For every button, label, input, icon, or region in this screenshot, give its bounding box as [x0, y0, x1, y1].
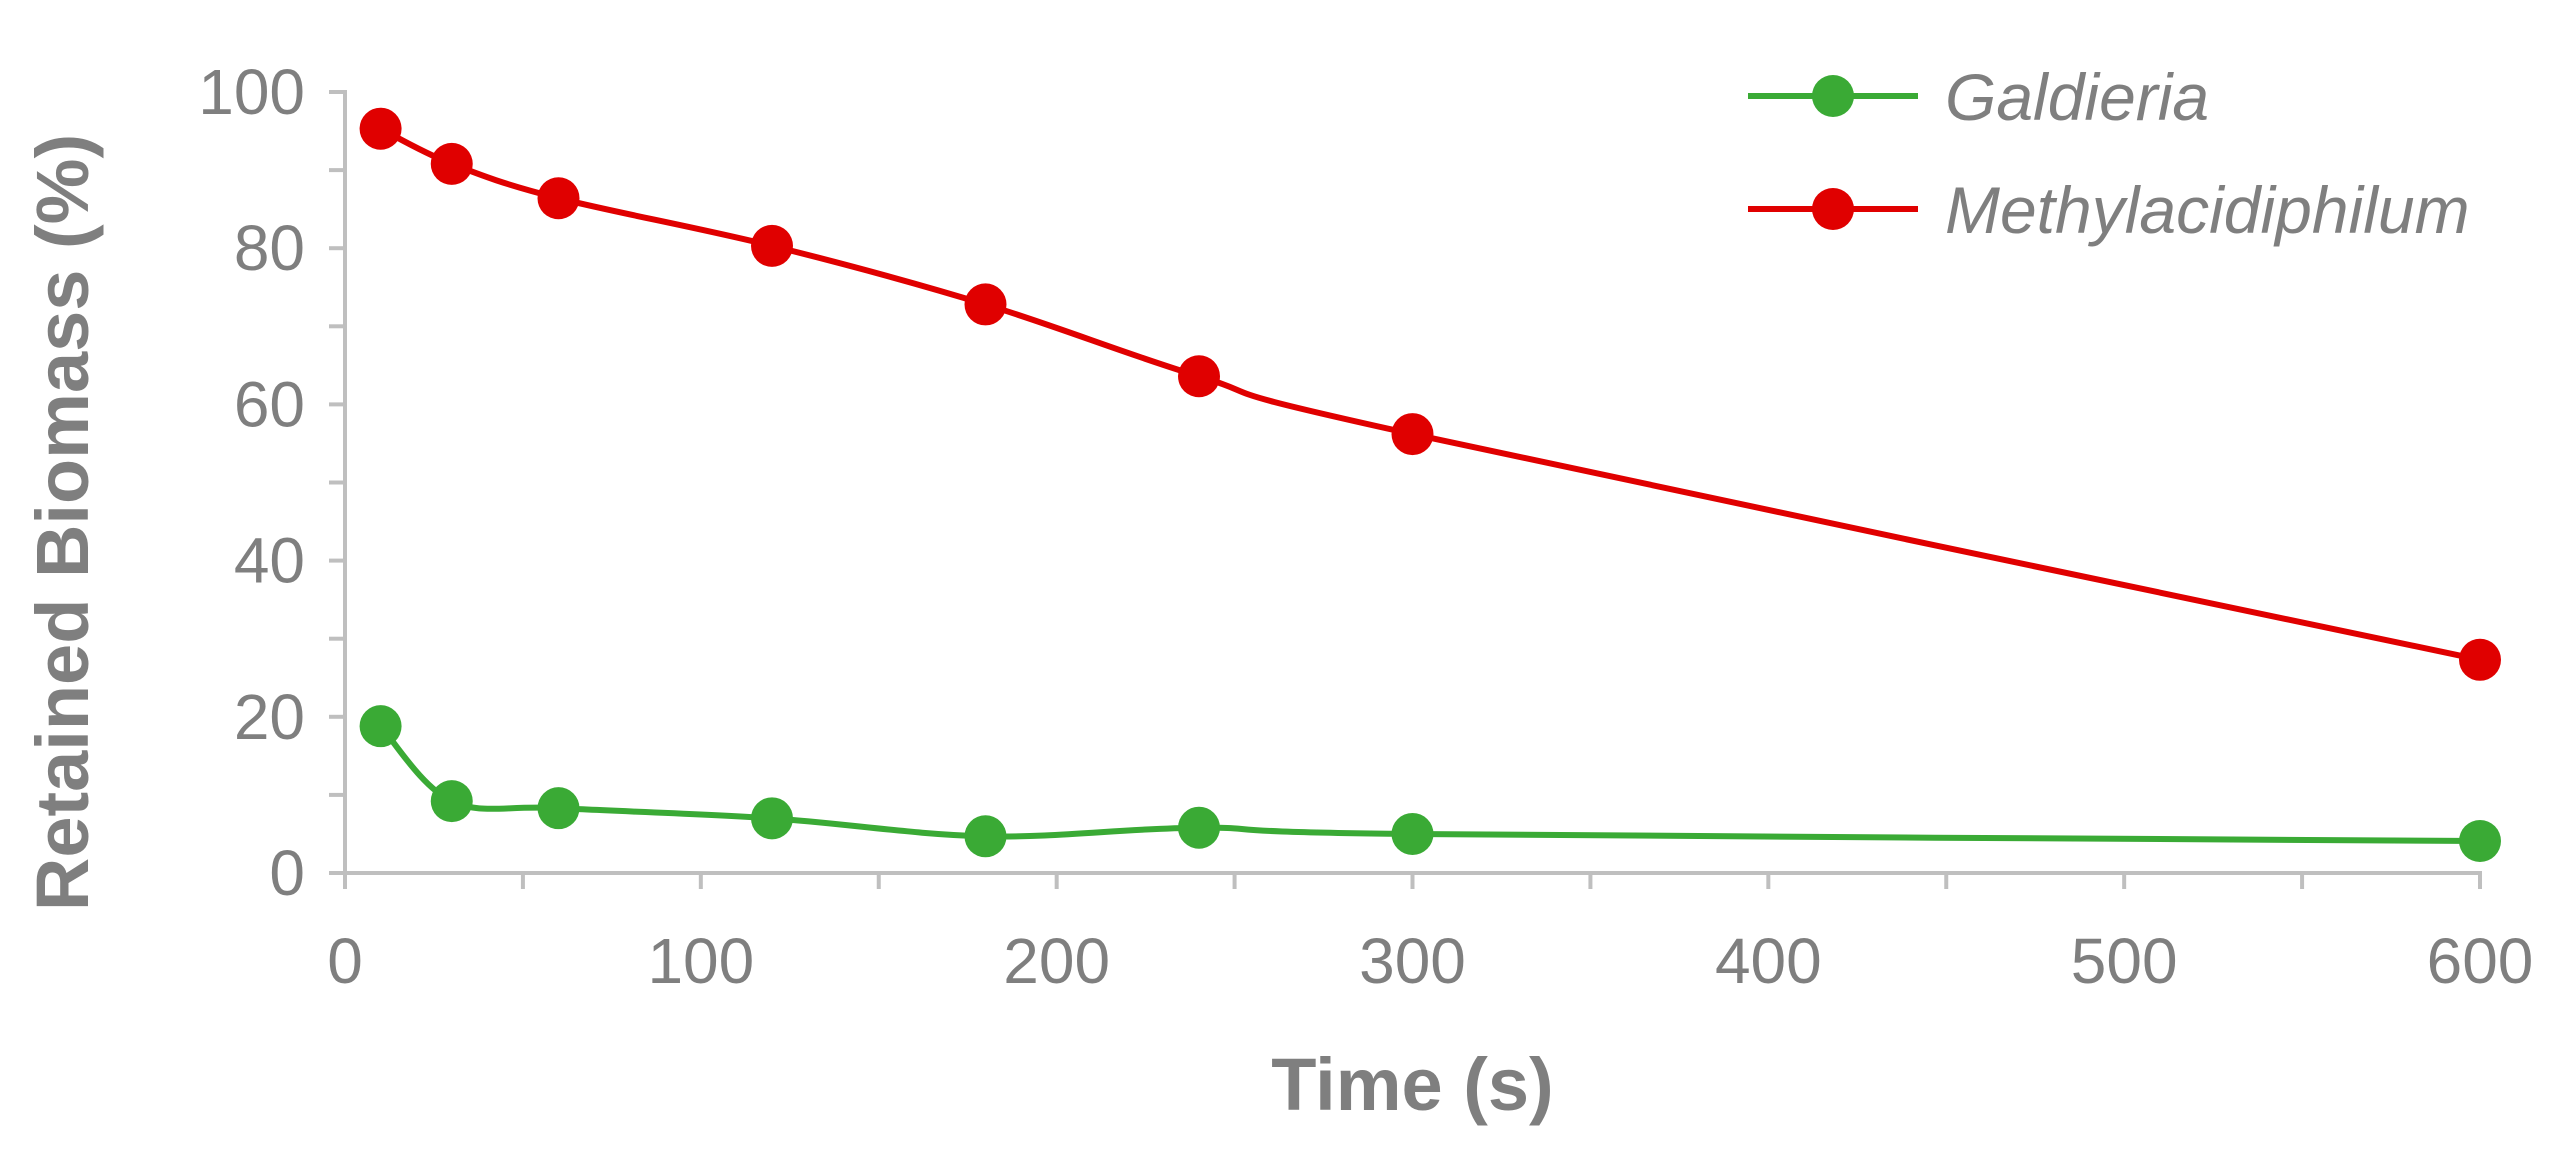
data-point-methylacidiphilum — [359, 107, 402, 150]
y-tick-label: 80 — [234, 212, 305, 284]
legend-item-galdieria: Galdieria — [1748, 60, 2209, 134]
y-axis-title: Retained Biomass (%) — [21, 134, 104, 911]
x-axis-title: Time (s) — [1271, 1043, 1553, 1126]
x-tick-label: 200 — [1003, 925, 1110, 997]
data-point-galdieria — [1178, 806, 1220, 849]
data-point-methylacidiphilum — [1391, 413, 1434, 456]
data-point-methylacidiphilum — [1178, 355, 1220, 398]
x-tick-label: 300 — [1359, 925, 1466, 997]
legend-label: Methylacidiphilum — [1945, 173, 2470, 247]
x-tick-label: 400 — [1715, 925, 1822, 997]
data-point-methylacidiphilum — [2459, 638, 2501, 681]
x-tick-label: 100 — [647, 925, 754, 997]
data-point-galdieria — [2459, 819, 2501, 862]
y-tick-label: 20 — [234, 681, 305, 753]
data-point-galdieria — [1391, 812, 1434, 855]
series-layer — [359, 107, 2501, 862]
legend: Galdieria Methylacidiphilum — [1748, 60, 2470, 247]
data-point-methylacidiphilum — [430, 142, 473, 185]
series-galdieria — [359, 705, 2501, 862]
legend-item-methylacidiphilum: Methylacidiphilum — [1748, 173, 2470, 247]
data-point-methylacidiphilum — [751, 224, 793, 267]
data-point-methylacidiphilum — [964, 283, 1007, 326]
data-point-galdieria — [537, 787, 580, 830]
y-tick-label: 100 — [198, 56, 305, 128]
y-tick-label: 60 — [234, 368, 305, 440]
data-point-galdieria — [430, 780, 473, 823]
legend-marker — [1812, 188, 1854, 230]
axes: 0 20 40 60 80 100 0 100 200 300 400 500 600 — [198, 56, 2533, 997]
x-tick-label: 600 — [2427, 925, 2534, 997]
x-tick-label: 0 — [327, 925, 363, 997]
legend-label: Galdieria — [1945, 60, 2209, 134]
y-tick-label: 40 — [234, 525, 305, 597]
legend-marker — [1812, 75, 1854, 117]
y-tick-label: 0 — [269, 837, 305, 909]
data-point-galdieria — [359, 705, 402, 748]
data-point-galdieria — [964, 815, 1007, 858]
data-point-methylacidiphilum — [537, 177, 580, 220]
series-line-galdieria — [378, 724, 2481, 844]
data-point-galdieria — [751, 797, 793, 840]
series-methylacidiphilum — [359, 107, 2501, 681]
x-tick-label: 500 — [2071, 925, 2178, 997]
